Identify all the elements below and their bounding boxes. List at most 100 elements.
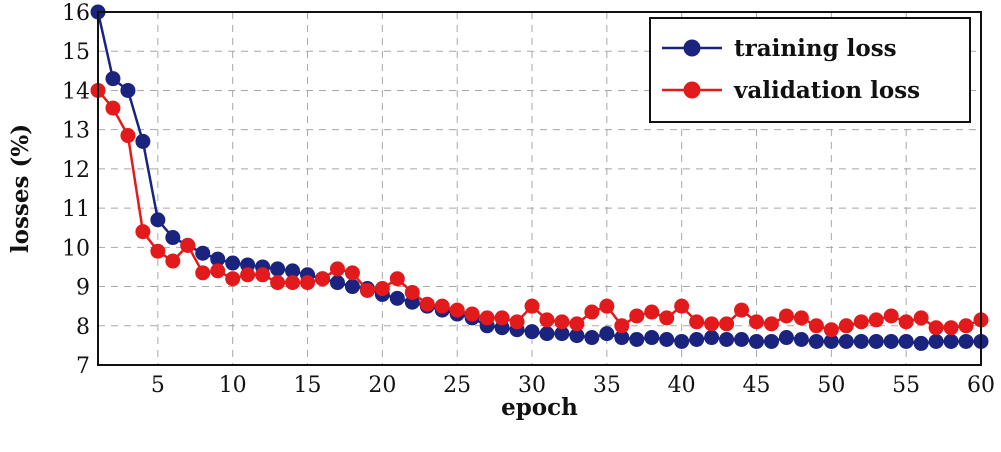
y-tick-label: 8 [76,315,90,340]
data-point [270,261,286,277]
data-point [719,316,735,332]
y-tick-label: 12 [62,158,90,183]
data-point [419,296,435,312]
data-point [165,253,181,269]
data-point [584,304,600,320]
data-point [389,271,405,287]
data-point [958,318,974,334]
data-point [868,312,884,328]
data-point [883,333,899,349]
data-point [539,326,555,342]
data-point [210,263,226,279]
data-point [823,333,839,349]
data-point [120,82,136,98]
data-point [749,333,765,349]
data-point [853,333,869,349]
data-point [180,237,196,253]
data-point [434,298,450,314]
data-point [838,333,854,349]
data-point [644,304,660,320]
data-point [763,333,779,349]
y-axis-label: losses (%) [7,124,34,253]
data-point [674,333,690,349]
data-point [629,332,645,348]
data-point [734,332,750,348]
legend-marker [683,39,701,57]
data-point [943,320,959,336]
data-point [404,284,420,300]
data-point [554,314,570,330]
data-point [763,316,779,332]
tick-labels: 5 10 15 20 25 30 35 40 45 50 55 60 7 8 9 10 11 12 13 14 15 16 [62,1,995,398]
data-point [210,251,226,267]
data-point [913,310,929,326]
legend-marker [683,81,701,99]
data-point [539,312,555,328]
y-tick-label: 14 [62,79,90,104]
data-point [943,333,959,349]
data-point [150,212,166,228]
data-point [928,320,944,336]
data-point [195,265,211,281]
x-tick-label: 25 [443,373,471,398]
x-tick-label: 55 [892,373,920,398]
data-point [778,308,794,324]
legend-item: training loss [662,35,897,62]
data-point [479,310,495,326]
data-point [793,332,809,348]
data-point [270,275,286,291]
data-point [689,332,705,348]
y-tick-label: 10 [62,236,90,261]
series-layer [90,4,989,351]
data-point [359,282,375,298]
data-point [778,330,794,346]
data-point [225,255,241,271]
data-point [719,332,735,348]
data-point [704,316,720,332]
data-point [389,290,405,306]
data-point [240,267,256,283]
data-point [105,71,121,87]
data-point [958,333,974,349]
data-point [659,332,675,348]
x-tick-label: 5 [151,373,165,398]
legend-item: validation loss [662,77,920,104]
data-point [329,261,345,277]
data-point [285,263,301,279]
data-point [464,306,480,322]
data-point [599,298,615,314]
y-tick-label: 15 [62,40,90,65]
data-point [614,318,630,334]
legend-label: validation loss [733,77,920,104]
data-point [344,265,360,281]
data-point [913,335,929,351]
data-point [793,310,809,326]
x-tick-label: 35 [593,373,621,398]
data-point [314,271,330,287]
data-point [629,308,645,324]
data-point [225,271,241,287]
plot-frame [97,11,982,366]
data-point [808,333,824,349]
x-tick-label: 45 [743,373,771,398]
data-point [344,279,360,295]
x-axis-label: epoch [501,394,578,421]
data-point [749,314,765,330]
data-point [374,281,390,297]
data-point [494,310,510,326]
y-tick-label: 13 [62,119,90,144]
data-point [509,314,525,330]
data-point [255,267,271,283]
data-point [928,333,944,349]
x-tick-label: 10 [219,373,247,398]
data-point [195,245,211,261]
data-point [853,314,869,330]
data-point [285,275,301,291]
data-point [898,314,914,330]
data-point [898,333,914,349]
x-tick-label: 20 [368,373,396,398]
data-point [734,302,750,318]
data-point [823,322,839,338]
x-tick-label: 40 [668,373,696,398]
x-tick-label: 50 [817,373,845,398]
